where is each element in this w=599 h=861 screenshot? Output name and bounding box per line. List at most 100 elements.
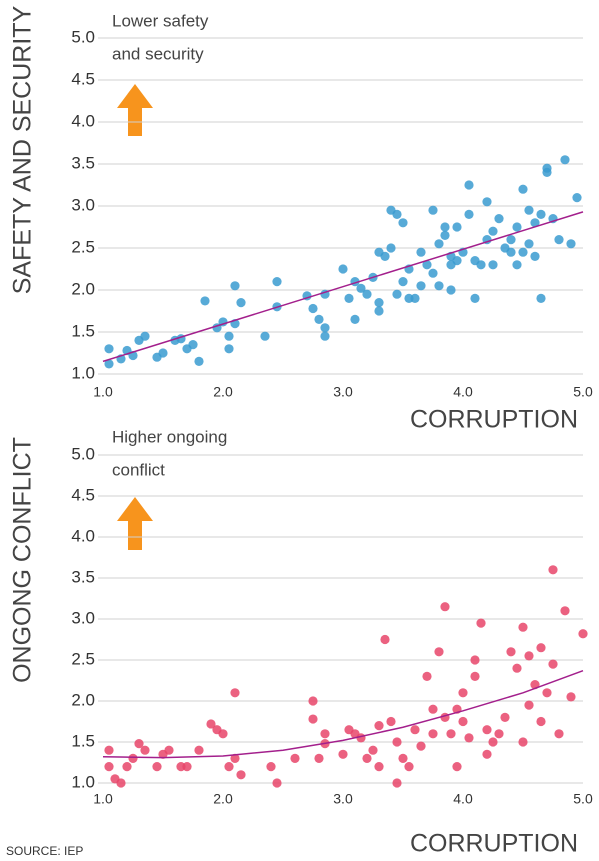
point bbox=[338, 749, 348, 759]
point bbox=[500, 712, 510, 723]
point bbox=[224, 762, 234, 772]
annotation: conflict bbox=[112, 460, 165, 479]
y-tick-label: 4.0 bbox=[71, 526, 95, 545]
point bbox=[482, 749, 492, 759]
point bbox=[386, 716, 396, 727]
trend-line bbox=[102, 211, 584, 363]
point bbox=[440, 222, 450, 232]
point bbox=[554, 729, 564, 739]
point bbox=[416, 247, 426, 257]
point bbox=[392, 289, 402, 299]
point bbox=[230, 753, 240, 764]
point bbox=[374, 306, 384, 316]
point bbox=[518, 622, 528, 632]
point bbox=[440, 602, 450, 612]
point bbox=[260, 331, 270, 341]
point bbox=[140, 745, 150, 755]
point bbox=[494, 729, 504, 739]
point bbox=[542, 688, 552, 698]
y-tick-label: 4.0 bbox=[71, 111, 95, 130]
point bbox=[272, 277, 282, 287]
point bbox=[524, 239, 534, 249]
point bbox=[536, 716, 546, 727]
point bbox=[518, 184, 528, 194]
x-tick-label: 5.0 bbox=[573, 384, 593, 400]
point bbox=[506, 247, 516, 257]
point bbox=[362, 289, 372, 299]
point bbox=[164, 745, 174, 755]
point bbox=[194, 356, 204, 366]
point bbox=[236, 770, 246, 780]
point bbox=[572, 193, 582, 203]
point bbox=[476, 260, 486, 270]
point bbox=[518, 247, 528, 257]
point bbox=[224, 344, 234, 354]
point bbox=[422, 671, 432, 682]
point bbox=[224, 331, 234, 341]
point bbox=[374, 721, 384, 731]
y-tick-label: 1.5 bbox=[71, 321, 95, 340]
point bbox=[368, 745, 378, 755]
point bbox=[128, 753, 138, 764]
source: SOURCE: IEP bbox=[6, 844, 83, 858]
point bbox=[134, 739, 144, 749]
point bbox=[104, 762, 114, 772]
point bbox=[536, 293, 546, 303]
point bbox=[506, 235, 516, 245]
y-tick-label: 3.0 bbox=[71, 195, 95, 214]
point bbox=[116, 778, 126, 788]
point bbox=[104, 745, 114, 755]
point bbox=[104, 344, 114, 354]
y-tick-label: 2.0 bbox=[71, 279, 95, 298]
y-axis-title: SAFETY AND SECURITY bbox=[9, 5, 37, 294]
point bbox=[512, 260, 522, 270]
point bbox=[344, 293, 354, 303]
point bbox=[194, 745, 204, 755]
point bbox=[308, 714, 318, 724]
point bbox=[422, 260, 432, 270]
point bbox=[434, 281, 444, 291]
point bbox=[374, 298, 384, 308]
point bbox=[548, 659, 558, 669]
y-tick-label: 1.0 bbox=[71, 363, 95, 382]
point bbox=[152, 762, 162, 772]
point bbox=[470, 293, 480, 303]
point bbox=[536, 643, 546, 653]
point bbox=[416, 741, 426, 751]
point bbox=[140, 331, 150, 341]
point bbox=[356, 283, 366, 293]
point bbox=[452, 762, 462, 772]
y-tick-label: 5.0 bbox=[71, 27, 95, 46]
point bbox=[530, 218, 540, 228]
point bbox=[566, 692, 576, 702]
point bbox=[488, 737, 498, 747]
point bbox=[290, 753, 300, 764]
point bbox=[446, 285, 456, 295]
y-axis-title: ONGONG CONFLICT bbox=[9, 437, 37, 683]
point bbox=[470, 671, 480, 682]
point bbox=[428, 205, 438, 215]
y-tick-label: 4.5 bbox=[71, 485, 95, 504]
point bbox=[356, 733, 366, 743]
point bbox=[272, 778, 282, 788]
point bbox=[482, 725, 492, 735]
point bbox=[338, 264, 348, 274]
y-tick-label: 5.0 bbox=[71, 444, 95, 463]
point bbox=[380, 251, 390, 261]
point bbox=[314, 314, 324, 324]
trend-line bbox=[102, 669, 584, 759]
x-tick-label: 2.0 bbox=[213, 791, 233, 807]
point bbox=[434, 647, 444, 657]
point bbox=[554, 235, 564, 245]
point bbox=[506, 647, 516, 657]
point bbox=[392, 737, 402, 747]
point bbox=[308, 696, 318, 706]
x-tick-label: 1.0 bbox=[93, 791, 113, 807]
point bbox=[314, 753, 324, 764]
point bbox=[398, 277, 408, 287]
point bbox=[320, 323, 330, 333]
point bbox=[230, 688, 240, 698]
arrow bbox=[117, 497, 153, 550]
point bbox=[446, 729, 456, 739]
